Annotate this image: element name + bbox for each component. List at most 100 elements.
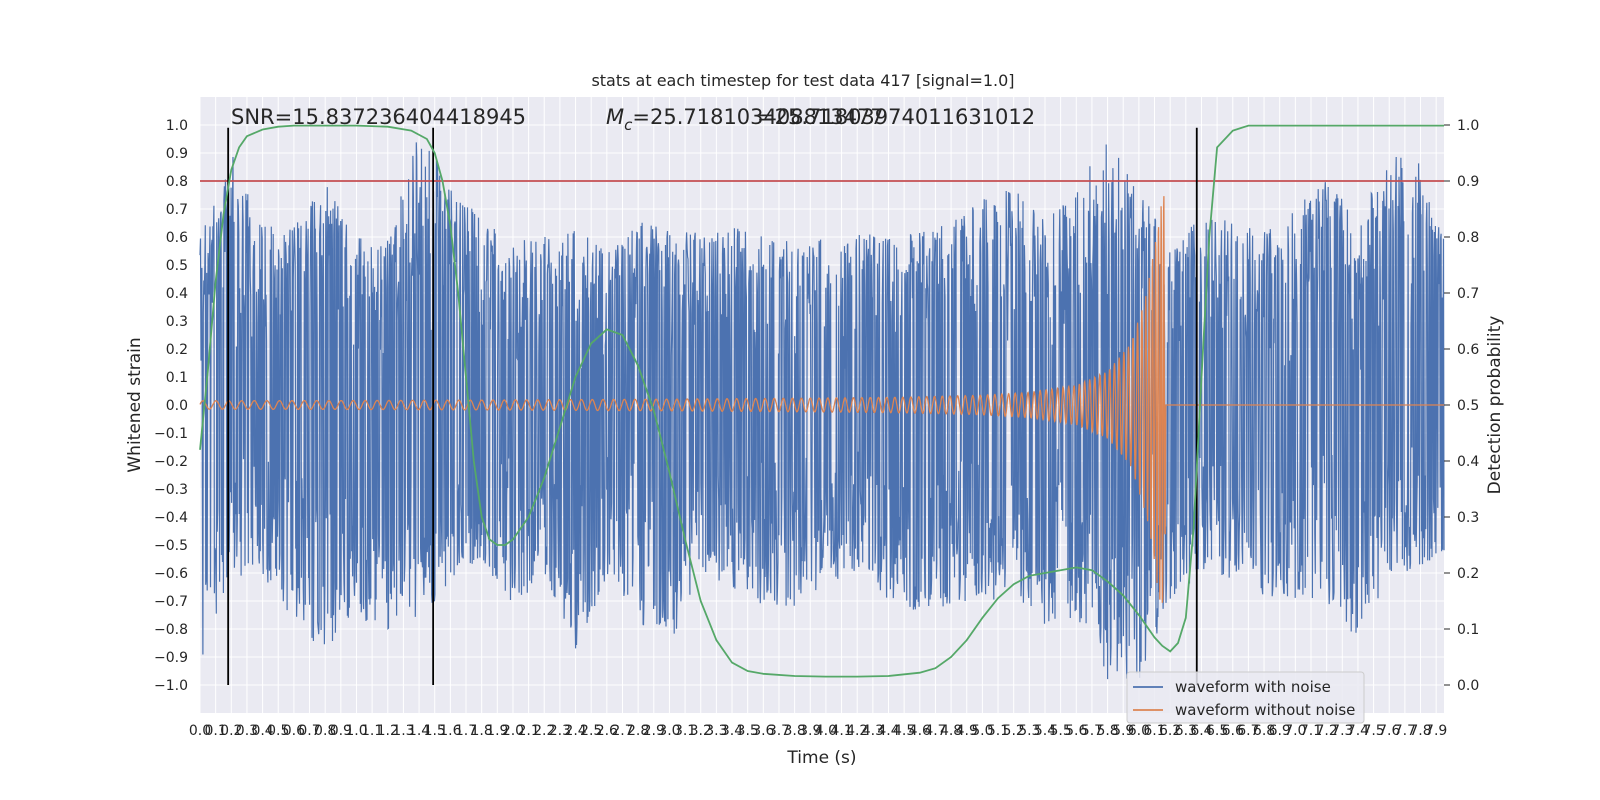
- x-tick-label: 3.1: [674, 723, 696, 739]
- x-tick-label: 7.6: [1378, 723, 1400, 739]
- x-tick-label: 7.5: [1362, 723, 1384, 739]
- chart-title: stats at each timestep for test data 417…: [591, 71, 1014, 90]
- x-tick-label: 6.9: [1269, 723, 1291, 739]
- x-tick-label: 4.2: [846, 723, 868, 739]
- y2-tick-label: 0.0: [1457, 678, 1479, 694]
- y2-tick-label: 0.2: [1457, 566, 1479, 582]
- y2-tick-label: 1.0: [1457, 118, 1479, 134]
- y2-axis-label: Detection probability: [1485, 316, 1505, 495]
- x-tick-label: 7.4: [1347, 723, 1369, 739]
- y-tick-label: 0.2: [166, 342, 188, 358]
- x-tick-label: 3.3: [705, 723, 727, 739]
- mc-value-b-annotation: =25.71803974011631012: [757, 105, 1035, 129]
- x-tick-label: 7.3: [1331, 723, 1353, 739]
- mc-subscript: c: [624, 116, 633, 134]
- x-tick-label: 3.7: [768, 723, 790, 739]
- x-tick-label: 2.0: [502, 723, 524, 739]
- x-tick-label: 5.3: [1018, 723, 1040, 739]
- y-tick-label: 0.9: [166, 146, 188, 162]
- x-tick-label: 6.7: [1237, 723, 1259, 739]
- series-detection-probability: [199, 124, 1444, 678]
- x-tick-label: 5.2: [1003, 723, 1025, 739]
- x-tick-label: 2.4: [564, 723, 586, 739]
- y-tick-label: 0.1: [166, 370, 188, 386]
- legend-box: [1126, 671, 1365, 724]
- x-tick-label: 7.7: [1394, 723, 1416, 739]
- y-tick-label: −0.2: [154, 454, 188, 470]
- y2-tick-label: 0.5: [1457, 398, 1479, 414]
- x-tick-label: 7.9: [1425, 723, 1447, 739]
- y-tick-label: −0.6: [154, 566, 188, 582]
- x-tick-label: 0.6: [283, 723, 305, 739]
- x-tick-label: 0.4: [251, 723, 273, 739]
- x-tick-label: 0.8: [314, 723, 336, 739]
- x-tick-label: 3.0: [658, 723, 680, 739]
- x-tick-label: 1.4: [408, 723, 430, 739]
- x-tick-label: 5.6: [1065, 723, 1087, 739]
- x-tick-label: 4.0: [815, 723, 837, 739]
- y2-tick-label: 0.4: [1457, 454, 1479, 470]
- y2-tick-label: 0.8: [1457, 230, 1479, 246]
- x-tick-label: 5.1: [987, 723, 1009, 739]
- x-tick-label: 2.3: [549, 723, 571, 739]
- x-tick-label: 1.6: [439, 723, 461, 739]
- x-tick-label: 2.2: [533, 723, 555, 739]
- x-tick-label: 6.6: [1222, 723, 1244, 739]
- y2-tick-label: 0.6: [1457, 342, 1479, 358]
- x-tick-label: 3.4: [721, 723, 743, 739]
- x-tick-label: 5.8: [1096, 723, 1118, 739]
- x-tick-label: 1.0: [345, 723, 367, 739]
- y2-tick-label: 0.9: [1457, 174, 1479, 190]
- x-axis-ticks: 0.00.10.20.30.40.50.60.70.80.91.01.11.21…: [189, 723, 1447, 739]
- legend-label-clean: waveform without noise: [1175, 701, 1355, 719]
- x-tick-label: 5.7: [1081, 723, 1103, 739]
- vertical-markers: [227, 127, 1198, 685]
- x-tick-label: 4.4: [877, 723, 899, 739]
- y-tick-label: 0.5: [166, 258, 188, 274]
- y-tick-label: 0.3: [166, 314, 188, 330]
- y-tick-label: −0.4: [154, 510, 188, 526]
- y-tick-label: −0.3: [154, 482, 188, 498]
- x-tick-label: 1.1: [361, 723, 383, 739]
- mc-annotation: Mc=25.718103408813477: [606, 105, 884, 134]
- x-tick-label: 4.9: [956, 723, 978, 739]
- y-tick-label: −1.0: [154, 678, 188, 694]
- x-tick-label: 6.4: [1190, 723, 1212, 739]
- x-tick-label: 7.1: [1300, 723, 1322, 739]
- x-tick-label: 5.0: [971, 723, 993, 739]
- x-tick-label: 7.8: [1409, 723, 1431, 739]
- mc-value-a: =25.718103408813477: [632, 105, 883, 129]
- mc-symbol: M: [606, 105, 624, 129]
- y-tick-label: 0.0: [166, 398, 188, 414]
- x-tick-label: 2.8: [627, 723, 649, 739]
- x-axis-label: Time (s): [786, 748, 856, 768]
- x-tick-label: 3.9: [799, 723, 821, 739]
- x-tick-label: 3.6: [752, 723, 774, 739]
- x-tick-label: 1.5: [424, 723, 446, 739]
- legend: waveform with noise waveform without noi…: [1126, 671, 1365, 724]
- y2-tick-label: 0.3: [1457, 510, 1479, 526]
- x-tick-label: 3.8: [783, 723, 805, 739]
- x-tick-label: 4.1: [830, 723, 852, 739]
- y2-tick-label: 0.1: [1457, 622, 1479, 638]
- x-tick-label: 2.1: [517, 723, 539, 739]
- x-tick-label: 2.9: [643, 723, 665, 739]
- x-tick-label: 2.6: [596, 723, 618, 739]
- y-tick-label: −0.9: [154, 650, 188, 666]
- x-tick-label: 4.6: [909, 723, 931, 739]
- x-tick-label: 6.0: [1128, 723, 1150, 739]
- x-tick-label: 0.5: [267, 723, 289, 739]
- x-tick-label: 5.4: [1034, 723, 1056, 739]
- x-tick-label: 6.1: [1143, 723, 1165, 739]
- x-tick-label: 4.3: [862, 723, 884, 739]
- x-tick-label: 6.5: [1206, 723, 1228, 739]
- x-tick-label: 4.8: [940, 723, 962, 739]
- x-tick-label: 6.3: [1175, 723, 1197, 739]
- legend-label-noise: waveform with noise: [1175, 678, 1331, 696]
- y-tick-label: 0.7: [166, 202, 188, 218]
- y-axis-label: Whitened strain: [125, 337, 145, 472]
- x-tick-label: 3.5: [737, 723, 759, 739]
- x-tick-label: 1.9: [486, 723, 508, 739]
- y-tick-label: −0.1: [154, 426, 188, 442]
